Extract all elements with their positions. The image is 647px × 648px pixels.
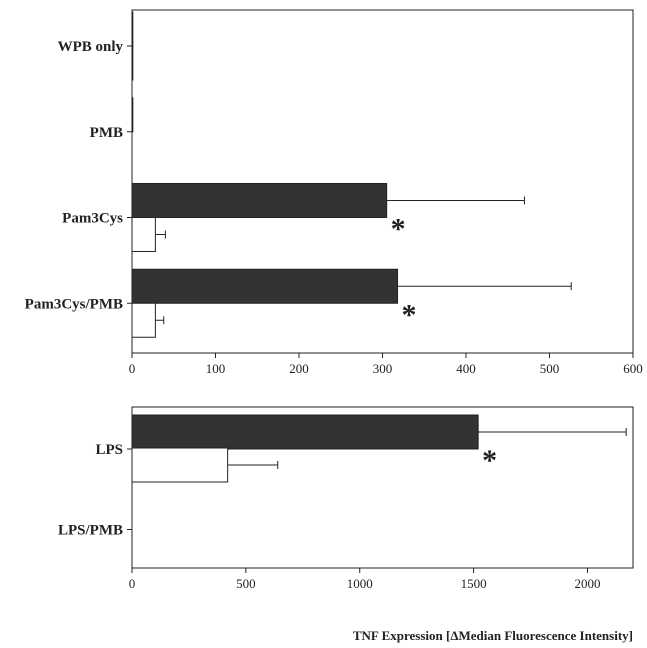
- x-tick-label: 400: [456, 361, 476, 376]
- bar-filled: [131, 11, 134, 47]
- x-tick-label: 1500: [461, 576, 487, 591]
- x-tick-label: 300: [373, 361, 393, 376]
- x-tick-label: 0: [129, 361, 136, 376]
- significance-star: *: [482, 444, 497, 477]
- x-tick-label: 600: [623, 361, 643, 376]
- category-label: LPS/PMB: [58, 523, 123, 539]
- bar-open: [131, 217, 156, 252]
- bottom-panel: 0 500 1000 1500 2000 LPS * LPS/PMB: [58, 406, 634, 591]
- bar-open: [131, 302, 156, 338]
- significance-star: *: [402, 298, 417, 331]
- category-label: Pam3Cys: [62, 211, 123, 227]
- bar-filled: [131, 268, 399, 304]
- x-tick-label: 2000: [574, 576, 600, 591]
- category-label: Pam3Cys/PMB: [25, 296, 123, 312]
- top-panel: 0 100 200 300 400 500 600 WPB only PMB Pam3Cys * Pa…: [25, 9, 643, 376]
- x-tick-label: 0: [129, 576, 136, 591]
- category-label: WPB only: [58, 39, 124, 55]
- x-tick-label: 500: [540, 361, 560, 376]
- bar-filled: [131, 97, 134, 133]
- bar-open: [131, 447, 229, 483]
- x-tick-label: 500: [236, 576, 256, 591]
- category-label: LPS: [95, 442, 123, 458]
- bar-filled: [131, 414, 479, 450]
- bar-filled: [131, 183, 388, 218]
- category-label: PMB: [90, 125, 123, 141]
- significance-star: *: [391, 213, 406, 246]
- x-tick-label: 100: [206, 361, 226, 376]
- x-axis-title: TNF Expression [ΔMedian Fluorescence Int…: [353, 628, 633, 643]
- x-tick-label: 200: [289, 361, 309, 376]
- x-tick-label: 1000: [347, 576, 373, 591]
- bar-open: [131, 45, 134, 81]
- plot-frame: [131, 406, 634, 569]
